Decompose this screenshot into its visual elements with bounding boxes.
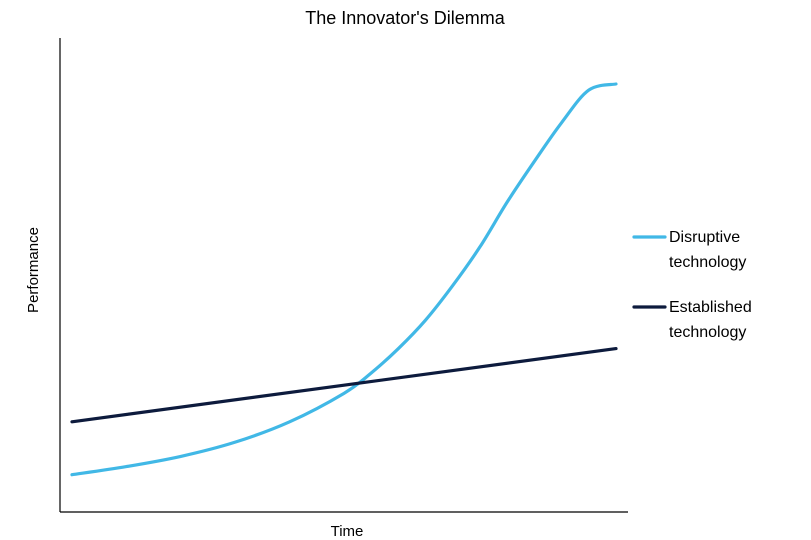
series-layer [70,82,618,477]
legend-label-established: Established [669,299,752,316]
disruptive-technology-line [70,82,618,477]
legend-label-established: technology [669,324,746,341]
y-axis-label: Performance [25,227,42,313]
legend-label-disruptive: technology [669,254,746,271]
x-axis-label: Time [331,523,364,540]
legend: Disruptive technology Established technolog… [632,229,752,341]
established-technology-line [70,346,618,424]
chart-title: The Innovator's Dilemma [305,8,506,28]
legend-label-disruptive: Disruptive [669,229,740,246]
